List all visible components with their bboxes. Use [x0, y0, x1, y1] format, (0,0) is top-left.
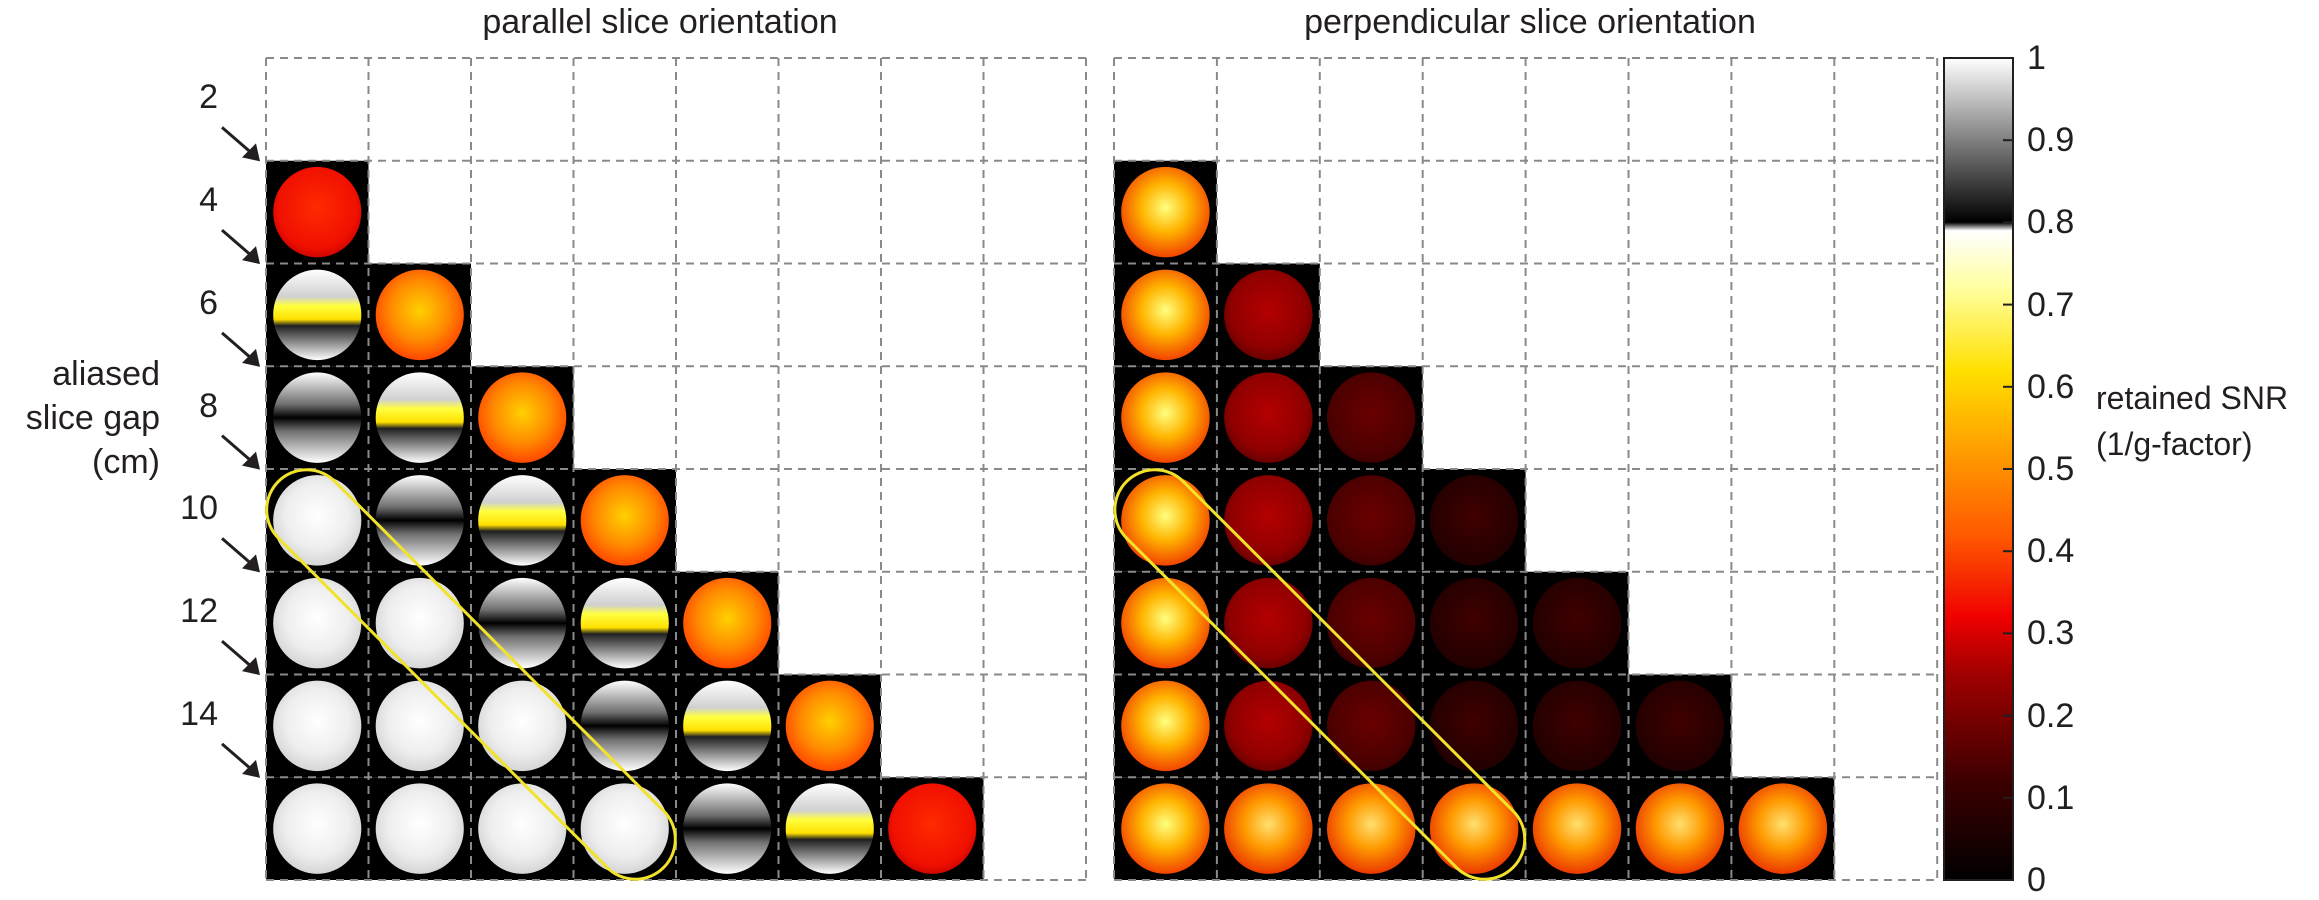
g-factor-map-cell — [368, 469, 471, 572]
axis-label-line-1: aliased — [52, 355, 160, 393]
g-factor-map-cell — [368, 571, 471, 675]
row-arrow-icon — [221, 331, 260, 367]
g-factor-map-cell — [1114, 263, 1217, 367]
colorbar-label-line-2: (1/g-factor) — [2096, 426, 2253, 462]
row-arrow-icon — [221, 126, 260, 162]
diagonal-highlight-outline — [265, 468, 677, 881]
colorbar-tick-label: 0.9 — [2027, 121, 2075, 160]
g-factor-map-cell — [471, 366, 574, 469]
g-factor-map-cell — [778, 777, 881, 880]
parallel-panel — [265, 57, 1087, 881]
g-factor-map-cell — [368, 366, 471, 469]
g-factor-map-cell — [471, 469, 574, 572]
colorbar-tick-label: 0.8 — [2027, 203, 2075, 242]
g-factor-map-cell — [881, 777, 984, 880]
g-factor-map-cell — [1422, 469, 1526, 572]
g-factor-map-cell — [676, 571, 779, 675]
g-factor-map-cell — [1216, 571, 1320, 675]
g-factor-map-cell — [1114, 469, 1217, 572]
diagonal-highlight-outline — [1113, 468, 1527, 881]
row-gap-label: 14 — [180, 694, 218, 733]
g-factor-map-cell — [266, 160, 369, 264]
g-factor-map-cell — [1216, 469, 1320, 572]
g-factor-map-cell — [1422, 571, 1526, 675]
colorbar — [1943, 57, 2014, 881]
g-factor-map-cell — [1114, 160, 1217, 264]
row-arrow-icon — [221, 434, 260, 470]
g-factor-map-cell — [1319, 469, 1423, 572]
g-factor-map-cell — [676, 674, 779, 778]
g-factor-map-cell — [368, 674, 471, 778]
g-factor-map-cell — [266, 469, 369, 572]
perpendicular-panel-title: perpendicular slice orientation — [1304, 3, 1756, 41]
g-factor-map-cell — [1628, 674, 1732, 778]
colorbar-tick-label: 0.4 — [2027, 532, 2075, 571]
g-factor-map-cell — [471, 674, 574, 778]
colorbar-tick-label: 0.3 — [2027, 614, 2075, 653]
g-factor-map-cell — [1114, 366, 1217, 469]
g-factor-map-cell — [778, 674, 881, 778]
colorbar-tick-label: 0 — [2027, 861, 2046, 899]
g-factor-map-cell — [676, 777, 779, 880]
g-factor-map-cell — [471, 777, 574, 880]
aliased-slice-gap-label: aliased slice gap (cm) — [0, 352, 160, 484]
colorbar-tick-label: 0.7 — [2027, 285, 2075, 324]
g-factor-map-cell — [1319, 674, 1423, 778]
colorbar-label: retained SNR (1/g-factor) — [2096, 375, 2288, 467]
row-arrow-icon — [221, 639, 260, 676]
row-gap-label: 10 — [180, 489, 218, 528]
g-factor-map-cell — [573, 777, 676, 880]
g-factor-map-cell — [266, 263, 369, 367]
g-factor-map-cell — [1525, 571, 1629, 675]
colorbar-tick-label: 0.6 — [2027, 367, 2075, 406]
g-factor-map-cell — [266, 366, 369, 469]
g-factor-map-cell — [471, 571, 574, 675]
axis-label-line-3: (cm) — [92, 443, 160, 481]
g-factor-map-cell — [573, 571, 676, 675]
grid-lines — [1113, 57, 1939, 881]
g-factor-map-cell — [368, 777, 471, 880]
row-gap-label: 4 — [199, 181, 218, 220]
g-factor-map-cell — [1114, 777, 1217, 880]
row-arrow-icon — [221, 228, 260, 265]
g-factor-map-cell — [1114, 571, 1217, 675]
row-arrow-icon — [221, 742, 260, 778]
g-factor-map-cell — [1216, 777, 1320, 880]
g-factor-map-cell — [573, 674, 676, 778]
g-factor-map-cell — [1422, 777, 1526, 880]
g-factor-map-cell — [266, 674, 369, 778]
colorbar-tick-label: 0.5 — [2027, 450, 2075, 488]
g-factor-map-cell — [1216, 263, 1320, 367]
row-arrow-icon — [221, 537, 260, 573]
grid-lines — [265, 57, 1087, 881]
colorbar-tick-label: 1 — [2027, 39, 2046, 77]
g-factor-map-cell — [1422, 674, 1526, 778]
row-gap-label: 12 — [180, 592, 218, 631]
g-factor-map-cell — [1216, 366, 1320, 469]
colorbar-tick-label: 0.1 — [2027, 778, 2075, 817]
perpendicular-panel — [1113, 57, 1939, 881]
row-gap-label: 2 — [199, 78, 218, 117]
axis-label-line-2: slice gap — [25, 399, 160, 437]
colorbar-label-line-1: retained SNR — [2096, 380, 2289, 416]
g-factor-map-cell — [1216, 674, 1320, 778]
g-factor-map-cell — [1525, 777, 1629, 880]
colorbar-tick-label: 0.2 — [2027, 696, 2075, 735]
g-factor-map-cell — [266, 777, 369, 880]
g-factor-map-cell — [1525, 674, 1629, 778]
g-factor-map-cell — [1319, 366, 1423, 469]
g-factor-map-cell — [1319, 777, 1423, 880]
g-factor-map-cell — [1731, 777, 1835, 880]
g-factor-map-cell — [1628, 777, 1732, 880]
parallel-panel-title: parallel slice orientation — [482, 3, 838, 41]
row-gap-label: 6 — [199, 283, 218, 322]
g-factor-map-cell — [1319, 571, 1423, 675]
g-factor-map-cell — [1114, 674, 1217, 778]
row-gap-label: 8 — [199, 386, 218, 425]
g-factor-map-cell — [573, 469, 676, 572]
g-factor-map-cell — [266, 571, 369, 675]
g-factor-map-cell — [368, 263, 471, 367]
